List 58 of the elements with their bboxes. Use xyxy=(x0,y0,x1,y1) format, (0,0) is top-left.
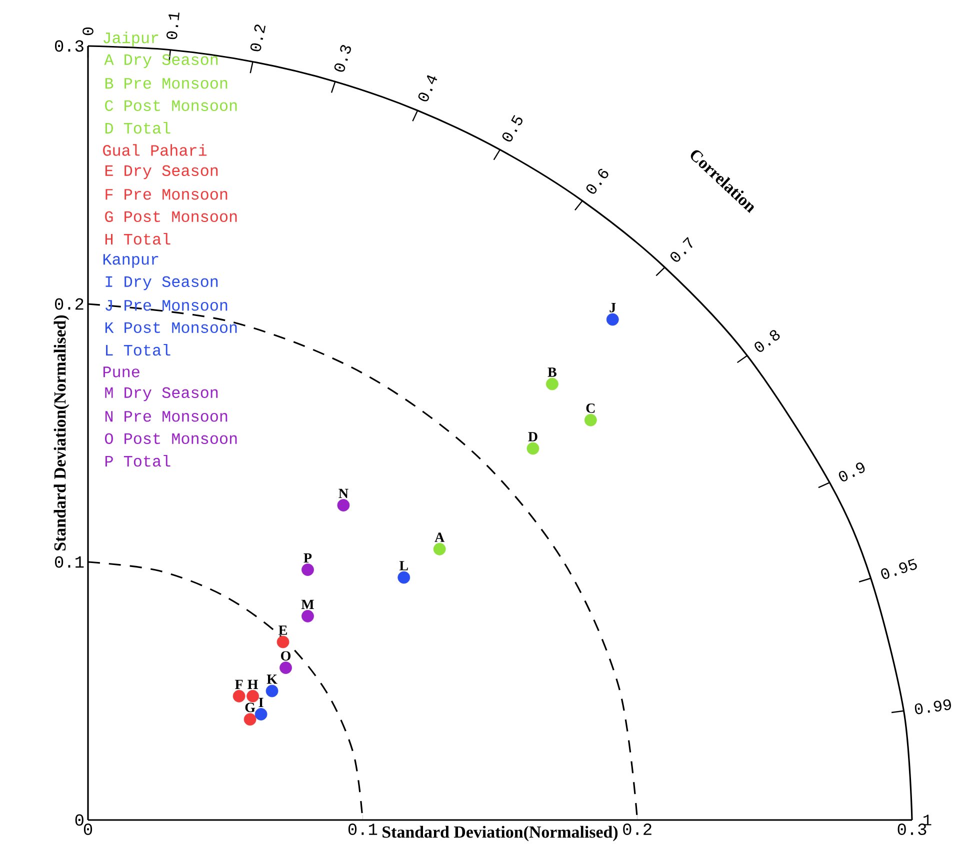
annotation: A xyxy=(434,532,445,542)
annotation: G Post Monsoon xyxy=(105,211,237,222)
annotation: 0.95 xyxy=(881,558,917,580)
x-tick-label: 0 xyxy=(84,824,92,836)
annotation: O xyxy=(281,651,291,661)
annotation: E xyxy=(278,626,287,635)
x-tick-label: 0.1 xyxy=(348,824,378,836)
annotation: A Dry Season xyxy=(104,54,218,68)
annotation: L xyxy=(399,561,408,570)
annotation: 0.4 xyxy=(418,75,438,102)
y-tick-label: 0 xyxy=(75,814,84,826)
annotation: 0.3 xyxy=(334,45,351,72)
annotation: J xyxy=(610,303,616,312)
annotation: B xyxy=(548,368,556,377)
annotation: L Total xyxy=(106,344,170,356)
annotation: 0.99 xyxy=(914,699,951,714)
annotation: 0.1 xyxy=(166,12,180,40)
annotation: O Post Monsoon xyxy=(104,433,237,444)
annotation: H xyxy=(248,680,258,689)
annotation: F xyxy=(235,680,243,689)
text: Pune xyxy=(103,366,140,378)
annotation: G xyxy=(245,702,256,712)
y-tick-label: 0.2 xyxy=(55,298,84,310)
annotation: N Pre Monsoon xyxy=(105,411,228,422)
annotation: B Pre Monsoon xyxy=(105,78,228,89)
annotation: 0.6 xyxy=(586,168,608,194)
annotation: K Post Monsoon xyxy=(105,322,237,333)
y-axis-title: Standard Deviation(Normalised) xyxy=(54,315,70,550)
x-tick-label: 0.2 xyxy=(623,824,652,836)
annotation: E Dry Season xyxy=(105,165,218,180)
x-tick-label: 0.3 xyxy=(898,824,926,836)
annotation: I xyxy=(258,698,264,708)
x-axis-title: Standard Deviation(Normalised) xyxy=(382,826,618,842)
text: Jaipur xyxy=(104,32,158,46)
annotation: D Total xyxy=(105,122,170,134)
annotation: P xyxy=(304,553,312,563)
annotation: 0.7 xyxy=(670,237,693,262)
y-tick-label: 0.1 xyxy=(55,556,84,568)
annotation: C Post Monsoon xyxy=(105,100,237,111)
annotation: D xyxy=(528,432,538,442)
annotation: H Total xyxy=(105,232,170,245)
annotation: F Pre Monsoon xyxy=(106,189,228,200)
annotation: 0.8 xyxy=(754,330,780,352)
annotation: 0.2 xyxy=(250,24,266,52)
y-tick-label: 0.3 xyxy=(55,40,84,52)
text: Gual Pahari xyxy=(103,144,207,156)
annotation: C xyxy=(586,404,595,413)
annotation: M Dry Season xyxy=(105,387,218,402)
annotation: P Total xyxy=(105,454,170,467)
annotation: 0 xyxy=(82,27,94,36)
annotation: 0.9 xyxy=(838,462,865,482)
annotation: I Dry Season xyxy=(106,276,218,290)
annotation: M xyxy=(301,600,314,609)
annotation: 0.5 xyxy=(502,115,522,142)
text: Kanpur xyxy=(103,254,158,268)
annotation: N xyxy=(338,488,348,498)
annotation: K xyxy=(266,674,278,684)
annotation: J Pre Monsoon xyxy=(106,300,228,311)
